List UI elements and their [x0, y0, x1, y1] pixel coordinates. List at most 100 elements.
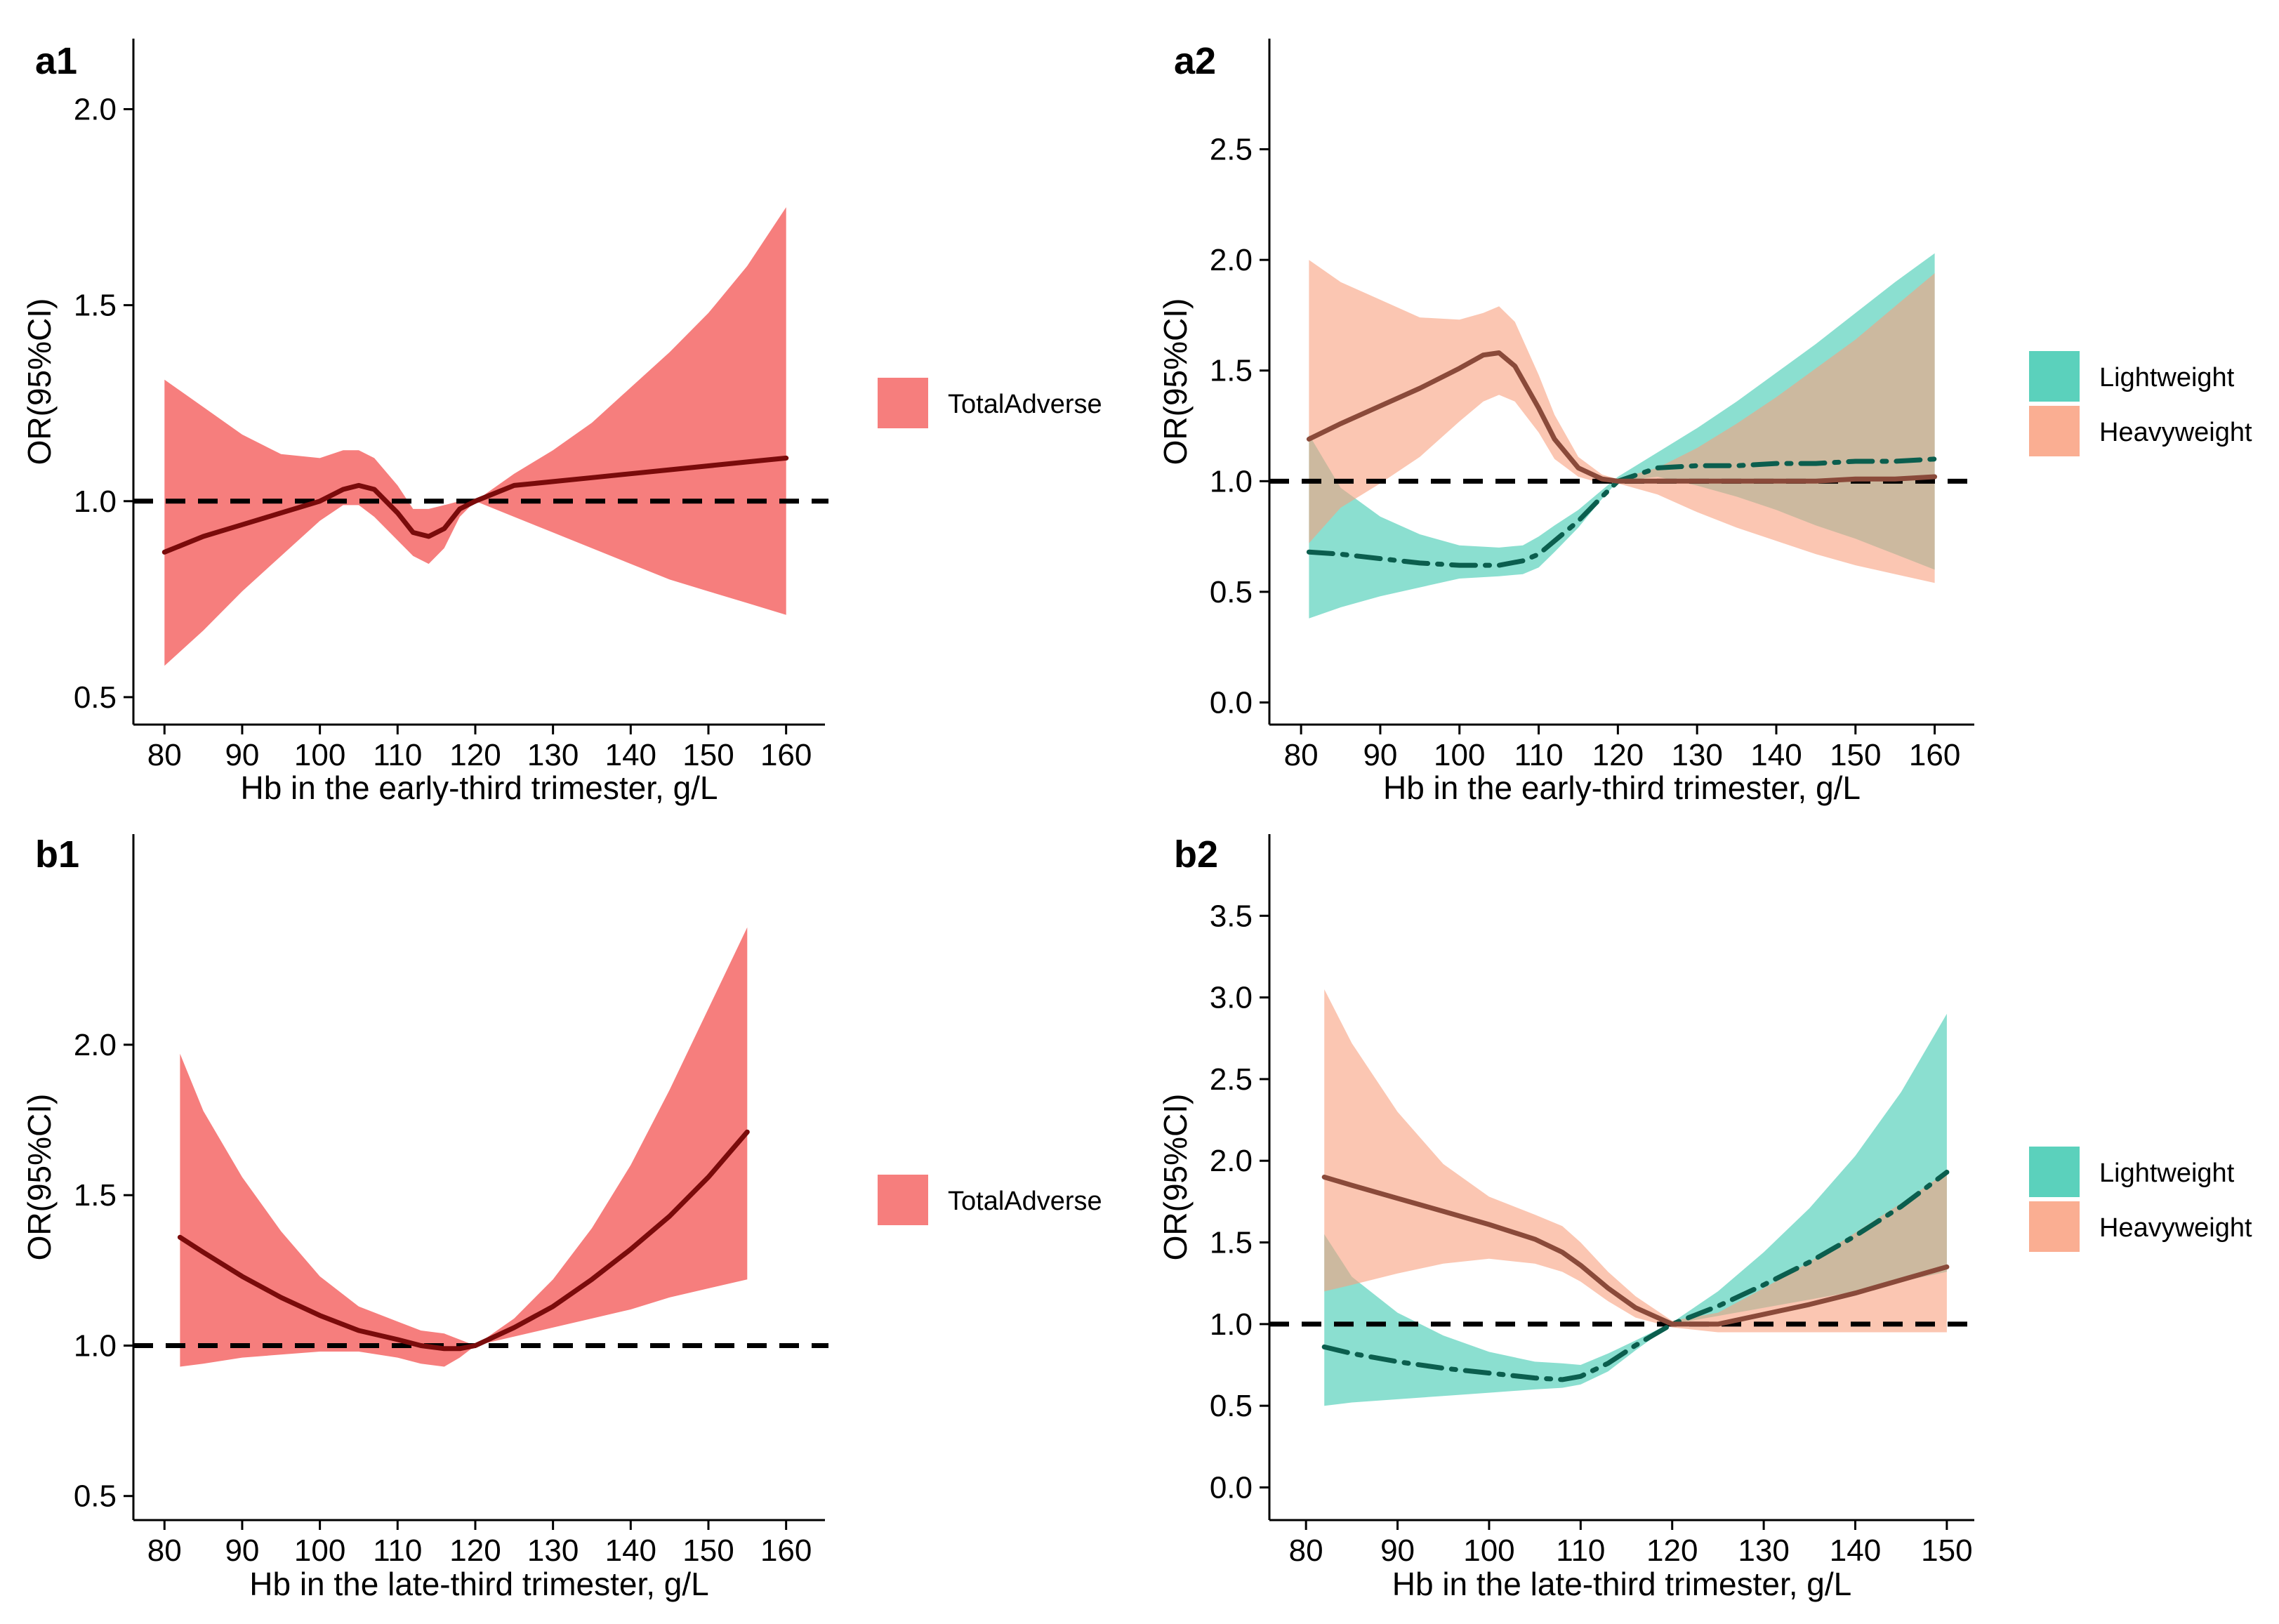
x-tick-label: 160: [1909, 738, 1960, 772]
x-tick-label: 110: [1556, 1533, 1605, 1568]
y-tick-label: 0.0: [1210, 1470, 1253, 1505]
panel-label: b1: [35, 833, 79, 876]
y-tick-label: 1.0: [1210, 1307, 1253, 1342]
legend-swatch: [2029, 406, 2080, 456]
legend: Lightweight Heavyweight: [2029, 1147, 2252, 1252]
y-tick-label: 2.5: [1210, 133, 1253, 167]
ci-band-lightweight: [1324, 1013, 1947, 1406]
legend-label: Heavyweight: [2099, 1213, 2252, 1243]
panel-label: a1: [35, 40, 77, 82]
y-tick-label: 2.0: [1210, 243, 1253, 277]
estimate-line-heavyweight: [1306, 350, 1938, 484]
y-axis-title: OR(95%CI): [1157, 298, 1194, 466]
x-tick-label: 160: [760, 1533, 812, 1568]
x-tick-label: 130: [1671, 738, 1722, 772]
legend: TotalAdverse: [878, 1175, 1102, 1225]
ci-band-heavyweight: [1309, 260, 1935, 583]
x-tick-label: 120: [449, 738, 501, 772]
y-axis-title: OR(95%CI): [21, 1094, 58, 1261]
x-axis-title: Hb in the early-third trimester, g/L: [1383, 770, 1861, 806]
y-tick-label: 2.0: [74, 92, 117, 126]
legend: Lightweight Heavyweight: [2029, 351, 2252, 456]
x-tick-label: 100: [1463, 1533, 1514, 1568]
y-tick-label: 0.5: [1210, 575, 1253, 609]
y-tick-label: 1.5: [74, 289, 117, 323]
x-tick-label: 160: [760, 738, 812, 772]
estimate-line-lightweight: [1321, 1170, 1950, 1382]
x-tick-label: 80: [147, 1533, 182, 1568]
legend-label: Lightweight: [2099, 363, 2235, 392]
panel-a1: 80 90 100 110 120 130 140 150 160 0.5 1.0 1.5 2.0 Hb …: [21, 39, 1102, 806]
x-tick-label: 110: [373, 1533, 422, 1568]
legend-label: Heavyweight: [2099, 418, 2252, 447]
x-tick-label: 100: [1434, 738, 1485, 772]
x-tick-label: 120: [449, 1533, 501, 1568]
y-tick-label: 2.5: [1210, 1062, 1253, 1097]
y-tick-label: 0.0: [1210, 685, 1253, 720]
x-tick-label: 120: [1592, 738, 1644, 772]
y-axis-title: OR(95%CI): [1157, 1094, 1194, 1261]
y-tick-label: 0.5: [1210, 1389, 1253, 1423]
legend-label: TotalAdverse: [948, 1187, 1102, 1216]
y-tick-label: 1.5: [74, 1178, 117, 1213]
y-tick-label: 1.0: [74, 484, 117, 519]
y-axis-title: OR(95%CI): [21, 298, 58, 466]
x-tick-label: 90: [1363, 738, 1397, 772]
y-tick-label: 0.5: [74, 680, 117, 715]
x-tick-label: 150: [1830, 738, 1881, 772]
x-tick-label: 100: [294, 1533, 345, 1568]
x-tick-label: 130: [527, 738, 579, 772]
estimate-line-lightweight: [1306, 456, 1938, 568]
x-tick-label: 110: [1514, 738, 1563, 772]
panel-b1: 80 90 100 110 120 130 140 150 160 0.5 1.0 1.5 2.0 Hb …: [21, 833, 1102, 1602]
estimate-line-totaladverse: [177, 1129, 750, 1352]
x-axis-title: Hb in the early-third trimester, g/L: [240, 770, 718, 806]
x-tick-label: 110: [373, 738, 422, 772]
x-tick-label: 140: [1750, 738, 1802, 772]
y-tick-label: 3.5: [1210, 899, 1253, 933]
y-tick-label: 0.5: [74, 1479, 117, 1514]
legend-swatch: [878, 1175, 928, 1225]
legend-swatch: [2029, 1201, 2080, 1252]
legend-swatch: [2029, 1147, 2080, 1197]
x-tick-label: 140: [1830, 1533, 1881, 1568]
legend-label: TotalAdverse: [948, 390, 1102, 419]
panel-b2: 80 90 100 110 120 130 140 150 0.0 0.5 1.0 1.5 2.0 2.5…: [1157, 833, 2252, 1602]
x-tick-label: 90: [225, 1533, 259, 1568]
legend: TotalAdverse: [878, 378, 1102, 428]
y-tick-label: 1.5: [1210, 1226, 1253, 1260]
y-tick-label: 2.0: [1210, 1144, 1253, 1178]
x-axis-title: Hb in the late-third trimester, g/L: [1392, 1566, 1852, 1602]
panel-label: a2: [1174, 40, 1216, 82]
x-tick-label: 150: [682, 738, 734, 772]
legend-swatch: [2029, 351, 2080, 402]
x-tick-label: 140: [605, 1533, 656, 1568]
x-tick-label: 120: [1646, 1533, 1698, 1568]
ci-band-heavyweight: [1324, 989, 1947, 1333]
x-tick-label: 100: [294, 738, 345, 772]
y-tick-label: 1.0: [74, 1328, 117, 1363]
y-tick-label: 1.5: [1210, 354, 1253, 388]
x-tick-label: 130: [527, 1533, 579, 1568]
ci-band-totaladverse: [180, 927, 748, 1367]
legend-label: Lightweight: [2099, 1158, 2235, 1188]
x-tick-label: 80: [147, 738, 182, 772]
x-tick-label: 80: [1284, 738, 1319, 772]
x-tick-label: 150: [682, 1533, 734, 1568]
ci-band-totaladverse: [164, 207, 786, 666]
y-tick-label: 3.0: [1210, 981, 1253, 1015]
x-tick-label: 150: [1921, 1533, 1972, 1568]
x-tick-label: 140: [605, 738, 656, 772]
estimate-line-heavyweight: [1321, 1175, 1950, 1327]
legend-swatch: [878, 378, 928, 428]
x-tick-label: 90: [225, 738, 259, 772]
x-tick-label: 130: [1738, 1533, 1789, 1568]
estimate-line-totaladverse: [161, 455, 789, 555]
panel-label: b2: [1174, 833, 1218, 876]
x-tick-label: 90: [1380, 1533, 1415, 1568]
panel-a2: 80 90 100 110 120 130 140 150 160 0.0 0.5 1.0 1.5 2.0…: [1157, 39, 2252, 806]
y-tick-label: 1.0: [1210, 464, 1253, 499]
y-tick-label: 2.0: [74, 1028, 117, 1062]
x-axis-title: Hb in the late-third trimester, g/L: [249, 1566, 709, 1602]
